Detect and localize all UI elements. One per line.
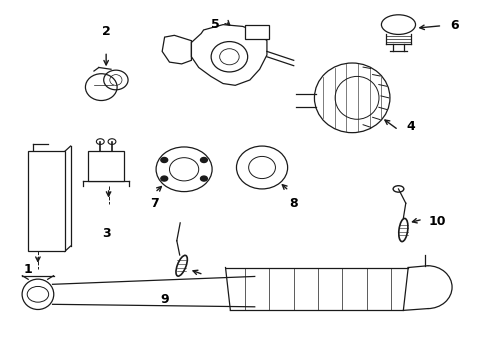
Text: 2: 2 xyxy=(102,25,111,38)
Circle shape xyxy=(161,176,168,181)
Circle shape xyxy=(200,157,207,162)
Text: 3: 3 xyxy=(102,227,110,240)
Text: 4: 4 xyxy=(406,120,415,133)
Text: 1: 1 xyxy=(24,263,32,276)
Bar xyxy=(245,24,270,39)
Circle shape xyxy=(200,176,207,181)
Text: 8: 8 xyxy=(290,197,298,210)
Bar xyxy=(28,152,65,251)
Circle shape xyxy=(161,157,168,162)
Text: 7: 7 xyxy=(150,197,159,210)
Text: 6: 6 xyxy=(450,19,459,32)
Text: 9: 9 xyxy=(160,293,169,306)
Text: 10: 10 xyxy=(429,215,446,228)
Bar xyxy=(88,150,124,181)
Text: 5: 5 xyxy=(211,18,220,31)
